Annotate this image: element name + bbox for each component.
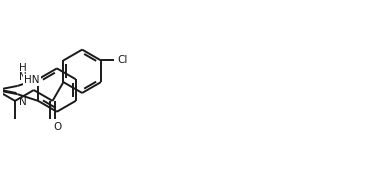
Text: N: N: [19, 97, 27, 107]
Text: Cl: Cl: [117, 56, 127, 65]
Text: HN: HN: [24, 75, 40, 85]
Text: O: O: [53, 122, 61, 132]
Text: H
N: H N: [19, 63, 27, 82]
